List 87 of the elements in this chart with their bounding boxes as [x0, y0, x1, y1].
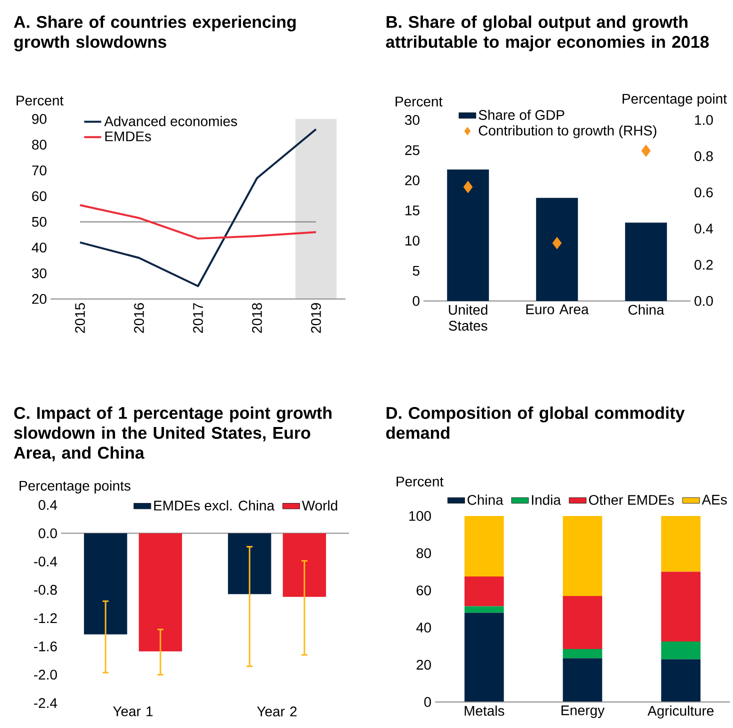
y-tick-label: 0 — [424, 697, 431, 707]
line-series — [79, 128, 317, 288]
bar — [661, 572, 701, 642]
point — [463, 180, 473, 194]
y-tick-label: 20 — [405, 175, 420, 186]
y-tick-label: 40 — [416, 622, 431, 633]
y2-tick-label: 0.6 — [694, 187, 713, 198]
y-tick-label: 0.4 — [38, 500, 58, 510]
x-tick-label: United States — [448, 304, 488, 331]
y-tick-label: 25 — [405, 145, 420, 156]
y-tick-label: -2.4 — [34, 698, 58, 708]
y-tick-label: 40 — [32, 242, 46, 253]
legend-label: Contribution to growth (RHS) — [478, 125, 656, 138]
y-tick-label: -0.8 — [34, 584, 57, 595]
y-tick-label: 70 — [32, 165, 46, 176]
bar — [661, 659, 701, 702]
y-tick-label: 10 — [406, 236, 420, 246]
y2-tick-label: 0.2 — [694, 260, 713, 270]
point — [641, 144, 651, 157]
x-tick-label: Year 2 — [257, 706, 297, 716]
y-tick-label: -2.0 — [34, 670, 57, 680]
legend-label: EMDEs — [105, 132, 151, 142]
y-tick-label: 80 — [416, 548, 431, 558]
x-tick-label: 2018 — [252, 303, 262, 333]
y2-tick-label: 0.8 — [694, 151, 713, 162]
x-tick-label: Metals — [464, 706, 504, 716]
legend-label: World — [302, 500, 338, 511]
y-tick-label: 80 — [32, 140, 46, 150]
y-tick-label: 20 — [32, 294, 46, 304]
y-tick-label: -0.4 — [34, 556, 58, 567]
bar — [447, 169, 489, 301]
y-axis-title: Percentage points — [20, 480, 130, 494]
bar — [661, 642, 701, 660]
x-tick-label: 2016 — [134, 303, 144, 333]
x-tick-label: Agriculture — [648, 706, 714, 719]
x-tick-label: China — [628, 304, 664, 315]
bar — [464, 606, 504, 613]
y-tick-label: 0 — [412, 296, 420, 306]
legend-label: India — [532, 494, 561, 505]
chart-title: D. Composition of global commodity demand — [386, 406, 685, 439]
y2-tick-label: 1.0 — [695, 115, 713, 125]
bar — [625, 222, 667, 301]
y-tick-label: 0.0 — [38, 528, 57, 538]
chart-title: A. Share of countries experiencing growth slowdowns — [14, 16, 296, 52]
bar — [661, 516, 701, 572]
y-tick-label: 20 — [416, 660, 431, 670]
y-tick-label: 90 — [32, 114, 46, 124]
y-tick-label: -1.2 — [34, 613, 57, 624]
x-tick-label: 2017 — [193, 303, 203, 333]
bar — [562, 648, 602, 658]
x-tick-label: 2019 — [311, 303, 321, 333]
x-tick-label: Euro Area — [526, 304, 589, 314]
y-tick-label: 50 — [32, 216, 46, 227]
legend-label: Share of GDP — [478, 110, 564, 120]
y2-tick-label: 0.4 — [694, 224, 713, 234]
x-tick-label: Year 1 — [113, 706, 153, 716]
y-tick-label: 30 — [405, 115, 420, 125]
legend-label: Other EMDEs — [589, 494, 674, 505]
legend-label: AEs — [702, 494, 727, 505]
y2-tick-label: 0.0 — [694, 296, 713, 306]
y-axis-title: Percent — [396, 96, 442, 106]
bar — [562, 596, 602, 649]
bar — [464, 576, 504, 606]
legend-label: EMDEs excl. China — [154, 500, 274, 511]
y-tick-label: 100 — [409, 511, 431, 521]
bar — [562, 516, 602, 596]
legend-label: China — [468, 494, 504, 505]
chart-title: C. Impact of 1 percentage point growth slowdown in the United States, Euro Area, and China — [14, 406, 332, 462]
y-axis-title: Percent — [16, 96, 64, 106]
y2-axis-title: Percentage point — [622, 93, 727, 106]
bar — [464, 612, 504, 702]
y-tick-label: 5 — [412, 266, 420, 276]
x-tick-label: Energy — [562, 706, 605, 718]
bar — [562, 658, 602, 702]
y-tick-label: 15 — [406, 206, 420, 216]
line-series — [79, 204, 317, 240]
y-tick-label: -1.6 — [34, 641, 57, 652]
y-tick-label: 60 — [416, 585, 431, 596]
point — [552, 236, 562, 250]
chart-title: B. Share of global output and growth attributable to major economies in 2018 — [386, 16, 709, 52]
legend-label: Advanced economies — [104, 116, 238, 126]
y-axis-title: Percent — [396, 476, 444, 486]
bar — [464, 516, 504, 576]
bar — [536, 198, 578, 301]
y-tick-label: 60 — [32, 191, 46, 202]
x-tick-label: 2015 — [75, 303, 85, 333]
y-tick-label: 30 — [32, 268, 46, 278]
